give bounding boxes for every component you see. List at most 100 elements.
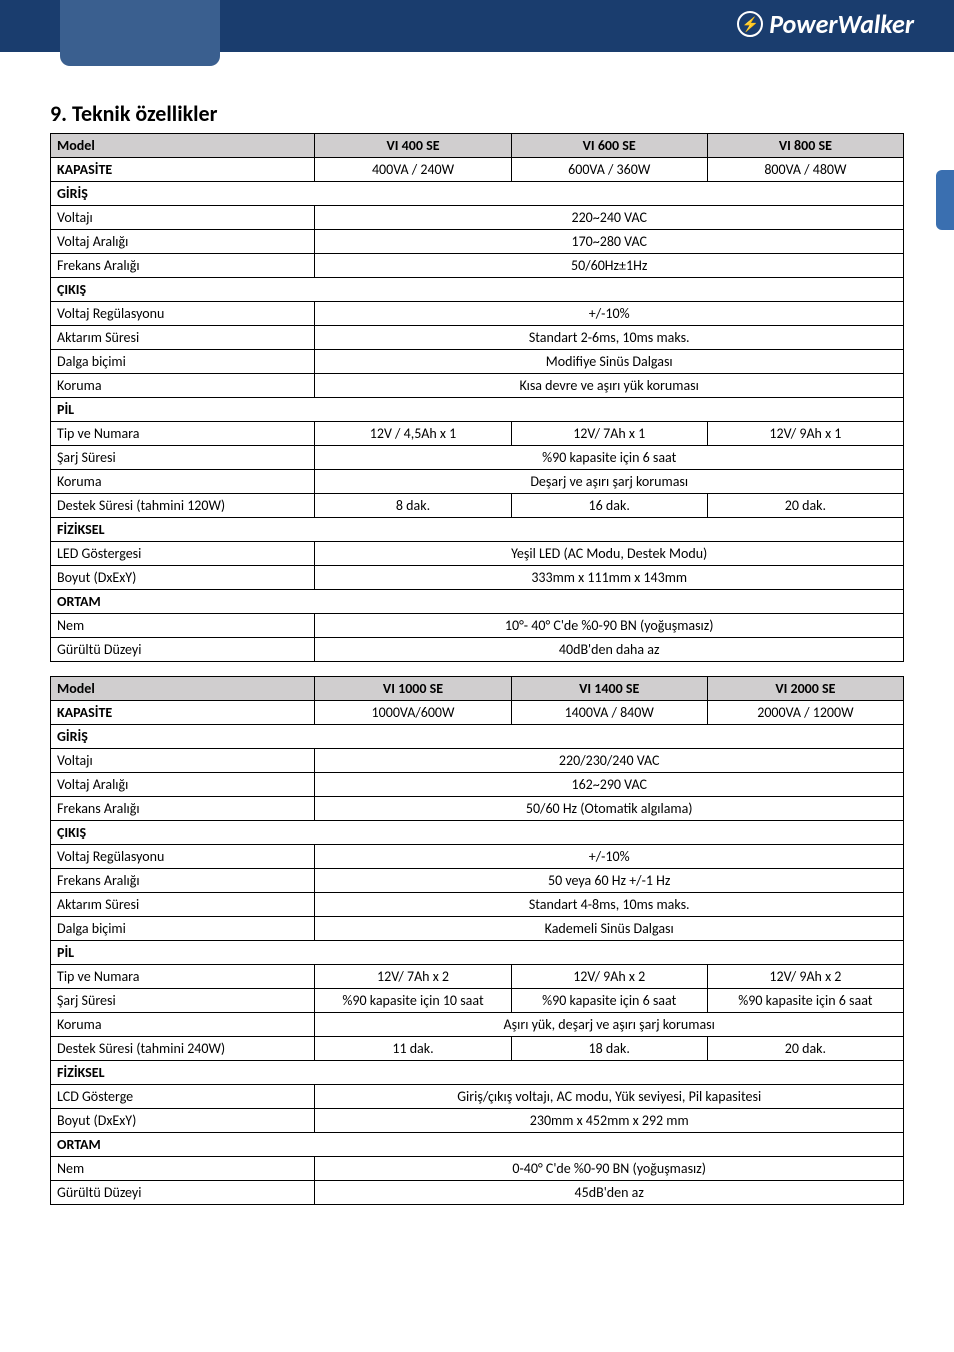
row-label: Nem [51, 614, 315, 638]
row-value: 16 dak. [511, 494, 707, 518]
row-value-span: Standart 2-6ms, 10ms maks. [315, 326, 904, 350]
row-value: 12V/ 9Ah x 1 [707, 422, 903, 446]
row-value-span: 220/230/240 VAC [315, 749, 904, 773]
brand-logo-text: PowerWalker [769, 8, 914, 40]
row-label: Voltaj Aralığı [51, 230, 315, 254]
row-value: 8 dak. [315, 494, 511, 518]
section-header: ORTAM [51, 1133, 904, 1157]
row-value: 11 dak. [315, 1037, 511, 1061]
spec-table-2: ModelVI 1000 SEVI 1400 SEVI 2000 SE KAPAS… [50, 676, 904, 1205]
row-label: Voltajı [51, 206, 315, 230]
col-header-value: VI 1000 SE [315, 677, 511, 701]
row-label: Aktarım Süresi [51, 326, 315, 350]
row-value-span: 162~290 VAC [315, 773, 904, 797]
row-label: KAPASİTE [51, 701, 315, 725]
col-header-value: VI 400 SE [315, 134, 511, 158]
row-value: 12V/ 7Ah x 1 [511, 422, 707, 446]
row-label: Frekans Aralığı [51, 797, 315, 821]
row-label: Destek Süresi (tahmini 120W) [51, 494, 315, 518]
section-header: PİL [51, 398, 904, 422]
row-label: Koruma [51, 374, 315, 398]
row-label: Koruma [51, 470, 315, 494]
page-heading: 9. Teknik özellikler [50, 100, 904, 127]
col-header-value: VI 2000 SE [707, 677, 903, 701]
row-value: 1400VA / 840W [511, 701, 707, 725]
row-label: Tip ve Numara [51, 422, 315, 446]
row-value-span: +/-10% [315, 845, 904, 869]
row-label: LED Göstergesi [51, 542, 315, 566]
row-label: Dalga biçimi [51, 917, 315, 941]
row-value: 18 dak. [511, 1037, 707, 1061]
row-value: 20 dak. [707, 1037, 903, 1061]
row-value: %90 kapasite için 6 saat [511, 989, 707, 1013]
col-header-value: VI 1400 SE [511, 677, 707, 701]
row-label: Nem [51, 1157, 315, 1181]
row-value: 12V / 4,5Ah x 1 [315, 422, 511, 446]
bolt-icon: ⚡ [737, 11, 763, 37]
side-tab-shape [936, 170, 954, 230]
row-label: Boyut (DxExY) [51, 1109, 315, 1133]
row-value-span: Kademeli Sinüs Dalgası [315, 917, 904, 941]
section-header: FİZİKSEL [51, 518, 904, 542]
row-value-span: Giriş/çıkış voltajı, AC modu, Yük seviye… [315, 1085, 904, 1109]
row-label: Voltajı [51, 749, 315, 773]
row-label: Tip ve Numara [51, 965, 315, 989]
row-value-span: 10°- 40° C'de %0-90 BN (yoğuşmasız) [315, 614, 904, 638]
row-value: 20 dak. [707, 494, 903, 518]
header-tab-shape [60, 0, 220, 66]
row-value-span: 170~280 VAC [315, 230, 904, 254]
row-value: 12V/ 9Ah x 2 [707, 965, 903, 989]
page-content: 9. Teknik özellikler ModelVI 400 SEVI 60… [0, 100, 954, 1235]
row-label: Dalga biçimi [51, 350, 315, 374]
row-value: 400VA / 240W [315, 158, 511, 182]
row-label: Aktarım Süresi [51, 893, 315, 917]
section-header: ORTAM [51, 590, 904, 614]
row-label: Koruma [51, 1013, 315, 1037]
row-value-span: Yeşil LED (AC Modu, Destek Modu) [315, 542, 904, 566]
row-value: 2000VA / 1200W [707, 701, 903, 725]
row-label: Voltaj Aralığı [51, 773, 315, 797]
row-value: 12V/ 9Ah x 2 [511, 965, 707, 989]
row-value-span: Deşarj ve aşırı şarj koruması [315, 470, 904, 494]
row-label: Frekans Aralığı [51, 254, 315, 278]
col-header-label: Model [51, 677, 315, 701]
row-value-span: Aşırı yük, deşarj ve aşırı şarj koruması [315, 1013, 904, 1037]
row-value: 800VA / 480W [707, 158, 903, 182]
col-header-value: VI 800 SE [707, 134, 903, 158]
section-header: PİL [51, 941, 904, 965]
row-value-span: 45dB'den az [315, 1181, 904, 1205]
row-label: Frekans Aralığı [51, 869, 315, 893]
row-value: %90 kapasite için 10 saat [315, 989, 511, 1013]
row-label: Boyut (DxExY) [51, 566, 315, 590]
header-band: ⚡ PowerWalker [0, 0, 954, 90]
row-label: Destek Süresi (tahmini 240W) [51, 1037, 315, 1061]
row-value-span: Modifiye Sinüs Dalgası [315, 350, 904, 374]
row-value-span: %90 kapasite için 6 saat [315, 446, 904, 470]
section-header: ÇIKIŞ [51, 278, 904, 302]
section-header: GİRİŞ [51, 725, 904, 749]
brand-logo: ⚡ PowerWalker [737, 8, 914, 40]
row-label: Gürültü Düzeyi [51, 638, 315, 662]
section-header: GİRİŞ [51, 182, 904, 206]
row-value: %90 kapasite için 6 saat [707, 989, 903, 1013]
row-value-span: 50/60Hz±1Hz [315, 254, 904, 278]
row-value: 12V/ 7Ah x 2 [315, 965, 511, 989]
row-label: Şarj Süresi [51, 989, 315, 1013]
row-value-span: 333mm x 111mm x 143mm [315, 566, 904, 590]
row-value-span: 220~240 VAC [315, 206, 904, 230]
spec-table-1: ModelVI 400 SEVI 600 SEVI 800 SEKAPASİTE… [50, 133, 904, 662]
row-value: 600VA / 360W [511, 158, 707, 182]
section-header: ÇIKIŞ [51, 821, 904, 845]
row-value-span: +/-10% [315, 302, 904, 326]
row-label: Voltaj Regülasyonu [51, 302, 315, 326]
row-value-span: Kısa devre ve aşırı yük koruması [315, 374, 904, 398]
row-value-span: 50 veya 60 Hz +/-1 Hz [315, 869, 904, 893]
row-value: 1000VA/600W [315, 701, 511, 725]
col-header-value: VI 600 SE [511, 134, 707, 158]
row-label: Şarj Süresi [51, 446, 315, 470]
row-label: Gürültü Düzeyi [51, 1181, 315, 1205]
section-header: FİZİKSEL [51, 1061, 904, 1085]
row-value-span: 230mm x 452mm x 292 mm [315, 1109, 904, 1133]
row-value-span: Standart 4-8ms, 10ms maks. [315, 893, 904, 917]
row-value-span: 40dB'den daha az [315, 638, 904, 662]
